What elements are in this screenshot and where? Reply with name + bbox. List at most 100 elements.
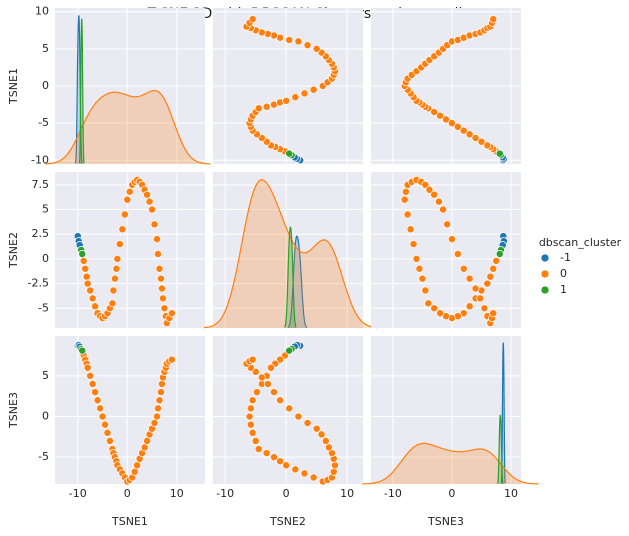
point bbox=[167, 309, 176, 318]
point bbox=[108, 299, 117, 308]
point bbox=[103, 428, 112, 437]
point bbox=[465, 130, 474, 139]
legend-label: -1 bbox=[560, 251, 571, 264]
point bbox=[248, 355, 257, 364]
point bbox=[309, 85, 318, 94]
point bbox=[447, 119, 456, 128]
point bbox=[418, 274, 427, 283]
point bbox=[285, 149, 294, 158]
point bbox=[82, 272, 91, 281]
point bbox=[436, 111, 445, 120]
y-axis-label: TSNE3 bbox=[7, 392, 20, 429]
kde-area bbox=[45, 90, 211, 164]
point bbox=[434, 197, 443, 206]
point bbox=[403, 210, 412, 219]
point bbox=[294, 412, 303, 421]
point bbox=[245, 412, 254, 421]
x-tick-label: -10 bbox=[69, 487, 87, 500]
point bbox=[155, 264, 164, 273]
point bbox=[421, 286, 430, 295]
point bbox=[447, 235, 456, 244]
x-tick-label: 10 bbox=[340, 487, 354, 500]
y-tick-label: -5 bbox=[38, 301, 49, 314]
point bbox=[492, 256, 501, 265]
point bbox=[157, 284, 166, 293]
point bbox=[425, 185, 434, 194]
point bbox=[93, 396, 102, 405]
point bbox=[101, 420, 109, 429]
point bbox=[439, 205, 447, 214]
point bbox=[156, 388, 165, 397]
y-tick-label: 5 bbox=[42, 203, 49, 216]
y-tick-label: -10 bbox=[31, 153, 49, 166]
point bbox=[480, 304, 489, 313]
kde-line bbox=[284, 226, 297, 328]
point bbox=[145, 197, 154, 206]
kde-area bbox=[288, 236, 307, 328]
point bbox=[153, 235, 161, 244]
kde-line bbox=[78, 18, 85, 164]
x-tick-label: 10 bbox=[504, 487, 518, 500]
point bbox=[91, 388, 100, 397]
y-tick-label: 7.5 bbox=[32, 178, 50, 191]
x-axis-label: TSNE1 bbox=[111, 515, 148, 528]
legend-marker bbox=[540, 285, 550, 295]
point bbox=[133, 461, 142, 470]
point bbox=[453, 122, 462, 131]
point bbox=[248, 15, 257, 24]
point bbox=[324, 443, 333, 452]
point bbox=[155, 396, 164, 405]
point bbox=[106, 436, 114, 445]
point bbox=[495, 249, 504, 258]
point bbox=[483, 279, 492, 288]
x-axis-label: TSNE2 bbox=[269, 515, 306, 528]
point bbox=[113, 254, 122, 263]
point bbox=[130, 467, 139, 476]
point bbox=[489, 15, 498, 24]
point bbox=[312, 44, 321, 53]
point bbox=[300, 89, 309, 98]
point bbox=[150, 419, 159, 427]
kde-line bbox=[362, 442, 539, 485]
point bbox=[81, 264, 90, 273]
point bbox=[115, 240, 124, 249]
x-tick-label: -10 bbox=[216, 487, 234, 500]
point bbox=[254, 445, 263, 453]
point bbox=[309, 473, 318, 482]
point bbox=[156, 274, 165, 283]
point bbox=[98, 412, 107, 421]
kde-line bbox=[497, 414, 504, 484]
point bbox=[401, 187, 410, 196]
point bbox=[143, 436, 152, 445]
point bbox=[465, 274, 474, 283]
point bbox=[317, 430, 326, 439]
x-tick-label: 10 bbox=[170, 487, 184, 500]
y-axis-label: TSNE2 bbox=[7, 232, 20, 269]
point bbox=[262, 102, 271, 111]
point bbox=[329, 467, 338, 476]
y-tick-label: 10 bbox=[35, 5, 49, 18]
panel-background bbox=[213, 172, 363, 328]
point bbox=[91, 302, 100, 311]
point bbox=[158, 294, 167, 303]
point bbox=[453, 249, 462, 258]
point bbox=[294, 37, 303, 46]
point bbox=[471, 284, 480, 293]
kde-line bbox=[45, 90, 211, 165]
point bbox=[276, 396, 285, 405]
point bbox=[79, 256, 88, 265]
point bbox=[321, 436, 330, 445]
y-tick-label: -5 bbox=[38, 450, 49, 463]
point bbox=[78, 249, 87, 258]
point bbox=[248, 428, 257, 437]
point bbox=[125, 187, 134, 196]
point bbox=[248, 396, 257, 405]
point bbox=[291, 465, 300, 474]
point bbox=[143, 190, 152, 199]
legend-label: 1 bbox=[560, 283, 567, 296]
point bbox=[88, 294, 97, 303]
point bbox=[477, 137, 486, 146]
point bbox=[118, 225, 127, 234]
point bbox=[443, 220, 452, 229]
